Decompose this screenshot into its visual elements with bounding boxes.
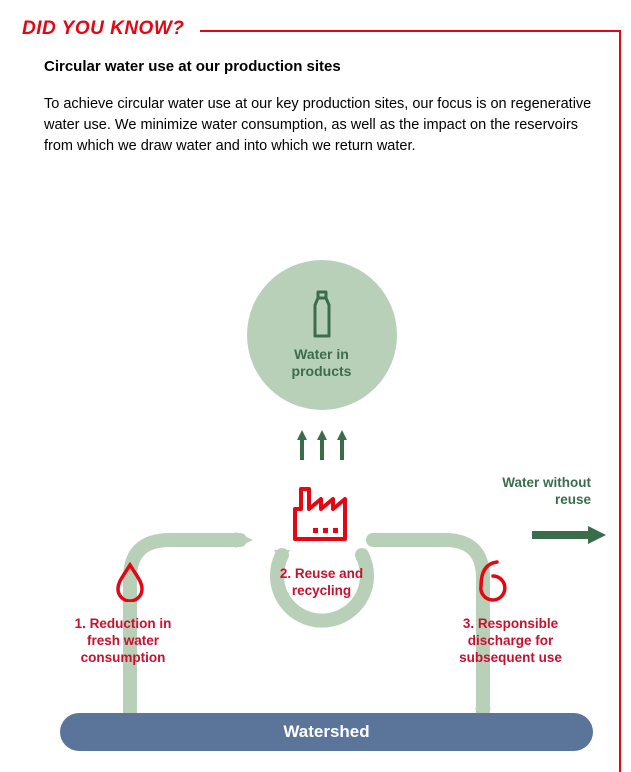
bottle-icon <box>307 290 337 340</box>
frame-right-bottom <box>619 30 621 772</box>
arrow-up-icon <box>315 428 329 462</box>
factory-icon <box>291 485 353 543</box>
arrow-up-icon <box>335 428 349 462</box>
water-in-products-label: Water in products <box>292 346 352 380</box>
step2-label: 2. Reuse and recycling <box>267 566 377 600</box>
watershed-label: Watershed <box>283 722 369 742</box>
arrow-up-icon <box>295 428 309 462</box>
factory <box>291 485 353 548</box>
subtitle: Circular water use at our production sit… <box>44 58 341 75</box>
page: DID YOU KNOW? Circular water use at our … <box>0 0 631 772</box>
frame-topline <box>200 30 621 32</box>
water-cycle-diagram: Water in products <box>40 260 603 752</box>
no-reuse-arrow <box>528 520 608 550</box>
drop-icon <box>114 562 146 602</box>
step3-label: 3. Responsible discharge for subsequent … <box>438 616 583 667</box>
no-reuse-label: Water without reuse <box>471 475 591 509</box>
loop-icon <box>473 558 507 604</box>
watershed-bar: Watershed <box>60 713 593 751</box>
step1-label: 1. Reduction in fresh water consumption <box>58 616 188 667</box>
intro-paragraph: To achieve circular water use at our key… <box>44 94 597 157</box>
up-arrows <box>295 428 349 462</box>
water-in-products-circle: Water in products <box>247 260 397 410</box>
did-you-know-header: DID YOU KNOW? <box>22 18 194 40</box>
